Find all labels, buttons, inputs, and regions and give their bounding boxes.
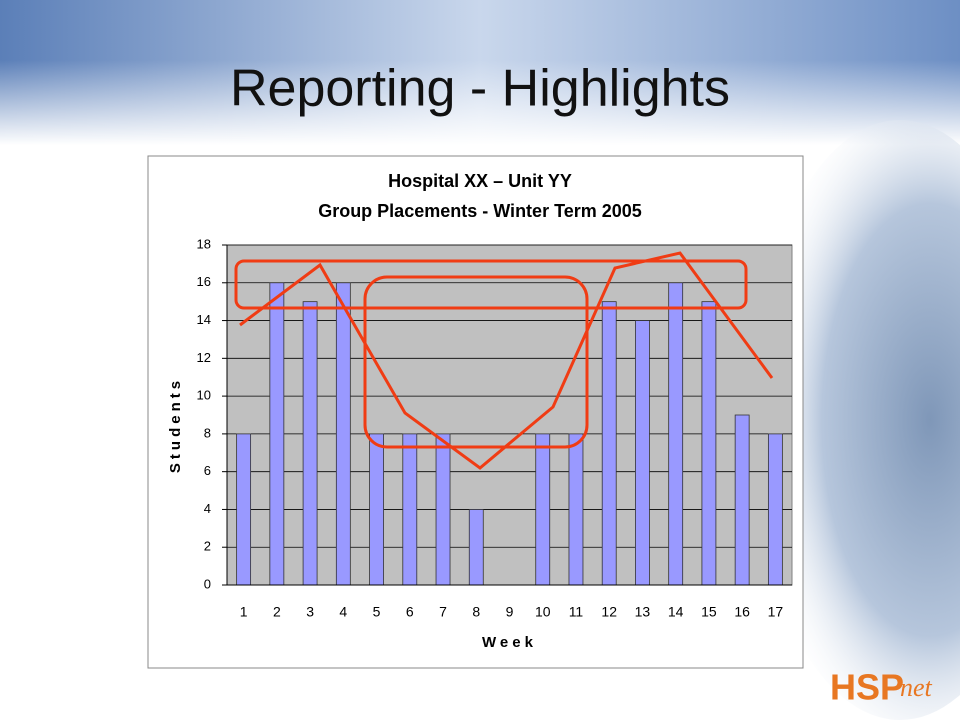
x-tick-label: 15 [701, 604, 717, 620]
x-tick-label: 13 [635, 604, 651, 620]
y-tick-label: 14 [197, 312, 211, 327]
bar [402, 433, 418, 586]
x-tick-label: 12 [601, 604, 617, 620]
x-tick-label: 10 [535, 604, 551, 620]
y-tick-label: 16 [197, 274, 211, 289]
x-tick-label: 17 [768, 604, 784, 620]
y-tick-label: 6 [204, 463, 211, 478]
plot-area [226, 244, 793, 586]
y-axis-label: Students [167, 377, 184, 473]
bar [335, 282, 351, 586]
bar [568, 433, 584, 586]
bar [535, 433, 551, 586]
x-tick-label: 8 [472, 604, 480, 620]
chart-title: Hospital XX – Unit YY [388, 171, 572, 191]
x-axis-label: Week [482, 634, 537, 651]
slide-title: Reporting - Highlights [230, 60, 730, 118]
banner-fade [0, 60, 960, 145]
annotations [234, 251, 774, 470]
y-tick-label: 8 [204, 425, 211, 440]
x-tick-label: 14 [668, 604, 684, 620]
annotation-box [234, 259, 748, 310]
x-tick-label: 1 [240, 604, 248, 620]
bar [468, 509, 484, 586]
bar [601, 301, 617, 586]
y-tick-label: 4 [204, 501, 211, 516]
annotation-box [363, 275, 589, 449]
bar [435, 433, 451, 586]
x-tick-label: 4 [339, 604, 347, 620]
y-tick-label: 12 [197, 350, 211, 365]
x-tick-label: 3 [306, 604, 314, 620]
y-tick-label: 2 [204, 539, 211, 554]
x-tick-label: 9 [506, 604, 514, 620]
bar [668, 282, 684, 586]
chart-title: Group Placements - Winter Term 2005 [318, 201, 642, 221]
y-tick-label: 0 [204, 576, 211, 591]
logo-suffix: net [900, 673, 933, 702]
x-tick-label: 11 [569, 604, 584, 620]
bar [734, 414, 750, 586]
x-tick-label: 6 [406, 604, 414, 620]
bar [236, 433, 252, 586]
x-tick-label: 16 [734, 604, 750, 620]
bar [701, 301, 717, 586]
annotation-line [239, 251, 774, 470]
y-tick-label: 18 [197, 236, 211, 251]
x-tick-label: 7 [439, 604, 447, 620]
bar [302, 301, 318, 586]
chart: Hospital XX – Unit YY Group Placements - … [167, 171, 793, 651]
bar [767, 433, 783, 586]
x-tick-label: 2 [273, 604, 281, 620]
bar [635, 320, 650, 586]
y-tick-label: 10 [197, 388, 211, 403]
bar [269, 282, 285, 586]
x-tick-label: 5 [373, 604, 381, 620]
bar [369, 433, 384, 586]
logo: HSP [830, 667, 904, 708]
